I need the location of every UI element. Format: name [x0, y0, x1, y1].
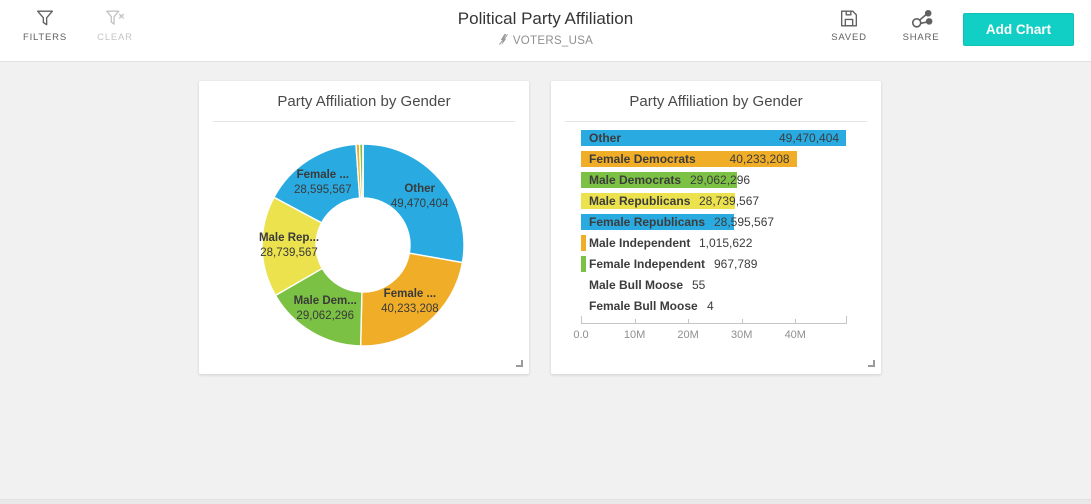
- bar-value-label: 967,789: [714, 257, 758, 271]
- bar[interactable]: [581, 256, 587, 272]
- donut-chart: Other 49,470,404 Female ... 40,233,208 Male …: [199, 122, 529, 373]
- bar[interactable]: [581, 193, 735, 209]
- title-divider: [565, 121, 867, 122]
- share-label: SHARE: [902, 32, 940, 43]
- saved-label: SAVED: [831, 32, 867, 43]
- bar[interactable]: [581, 172, 737, 188]
- bar-row: Male Independent 1,015,622: [581, 235, 846, 251]
- title-divider: [213, 121, 515, 122]
- bar-category-label: Female Democrats: [589, 152, 696, 166]
- donut-slice[interactable]: [362, 143, 465, 264]
- clear-filters-button[interactable]: CLEAR: [90, 8, 140, 43]
- bar-row: Male Bull Moose 55: [581, 277, 846, 293]
- bar-value-label: 1,015,622: [699, 236, 753, 250]
- axis-end-tick: [846, 316, 847, 324]
- share-icon: [910, 8, 933, 29]
- save-floppy-icon: [838, 8, 860, 29]
- chart-title: Party Affiliation by Gender: [629, 92, 803, 110]
- axis-tick-label: 10M: [623, 329, 646, 341]
- chart-title: Party Affiliation by Gender: [277, 92, 451, 110]
- bar[interactable]: [581, 151, 797, 167]
- app-header: FILTERS CLEAR Political Party Affiliatio…: [0, 0, 1091, 62]
- clear-label: CLEAR: [97, 32, 133, 43]
- axis-tick-label: 0.0: [573, 329, 589, 341]
- clear-filter-icon: [104, 8, 126, 29]
- axis-tick-label: 40M: [784, 329, 806, 341]
- bar-category-label: Female Republicans: [589, 215, 706, 229]
- bar-value-label: 40,233,208: [729, 152, 790, 166]
- bar-row: Female Democrats 40,233,208: [581, 151, 846, 167]
- bar-row: Female Independent 967,789: [581, 256, 846, 272]
- data-source: VOTERS_USA: [498, 33, 593, 49]
- bar-value-label: 4: [707, 299, 714, 313]
- bar-row: Female Bull Moose 4: [581, 298, 846, 314]
- axis-tick: [634, 319, 636, 324]
- bar-category-label: Male Democrats: [589, 173, 682, 187]
- bar-category-label: Female Independent: [589, 257, 706, 271]
- axis-tick: [741, 319, 743, 324]
- axis-tick-label: 30M: [730, 329, 753, 341]
- data-source-name: VOTERS_USA: [512, 35, 594, 47]
- share-button[interactable]: SHARE: [896, 8, 946, 43]
- bar-chart: Other 49,470,404 Female Democrats 40,233,20…: [551, 122, 881, 373]
- donut-chart-card: Party Affiliation by Gender Other 49,470,…: [199, 81, 529, 374]
- bar[interactable]: [581, 235, 587, 251]
- bar-row: Male Democrats 29,062,296: [581, 172, 846, 188]
- bar-category-label: Male Bull Moose: [589, 278, 684, 292]
- bar-category-label: Female Bull Moose: [589, 299, 698, 313]
- bar-row: Female Republicans 28,595,567: [581, 214, 846, 230]
- axis-tick: [688, 319, 690, 324]
- bottom-edge: [0, 499, 1091, 504]
- x-axis: 0.0 10M 20M 30M 40M: [573, 316, 847, 341]
- bar-value-label: 28,595,567: [714, 215, 775, 229]
- bar-value-label: 55: [692, 278, 706, 292]
- bar-chart-card: Party Affiliation by Gender Other 49,470,…: [551, 81, 881, 374]
- filters-button[interactable]: FILTERS: [20, 8, 70, 43]
- bar-value-label: 29,062,296: [690, 173, 751, 187]
- axis-tick: [795, 319, 797, 324]
- add-chart-button[interactable]: Add Chart: [963, 13, 1074, 46]
- live-mode-off-icon: [498, 33, 509, 49]
- bar-row: Other 49,470,404: [581, 130, 846, 146]
- bar-value-label: 28,739,567: [699, 194, 760, 208]
- bar-value-label: 49,470,404: [779, 131, 840, 145]
- resize-handle[interactable]: [516, 360, 523, 367]
- bar-category-label: Male Republicans: [589, 194, 691, 208]
- bar-category-label: Other: [589, 131, 622, 145]
- bar[interactable]: [581, 130, 846, 146]
- bar-category-label: Male Independent: [589, 236, 691, 250]
- axis-tick-label: 20M: [677, 329, 699, 341]
- donut-slice[interactable]: [359, 252, 464, 347]
- saved-button[interactable]: SAVED: [824, 8, 874, 43]
- bar[interactable]: [581, 214, 735, 230]
- resize-handle[interactable]: [868, 360, 875, 367]
- filter-funnel-icon: [34, 8, 56, 29]
- filters-label: FILTERS: [23, 32, 67, 43]
- bar-row: Male Republicans 28,739,567: [581, 193, 846, 209]
- axis-tick: [581, 319, 582, 324]
